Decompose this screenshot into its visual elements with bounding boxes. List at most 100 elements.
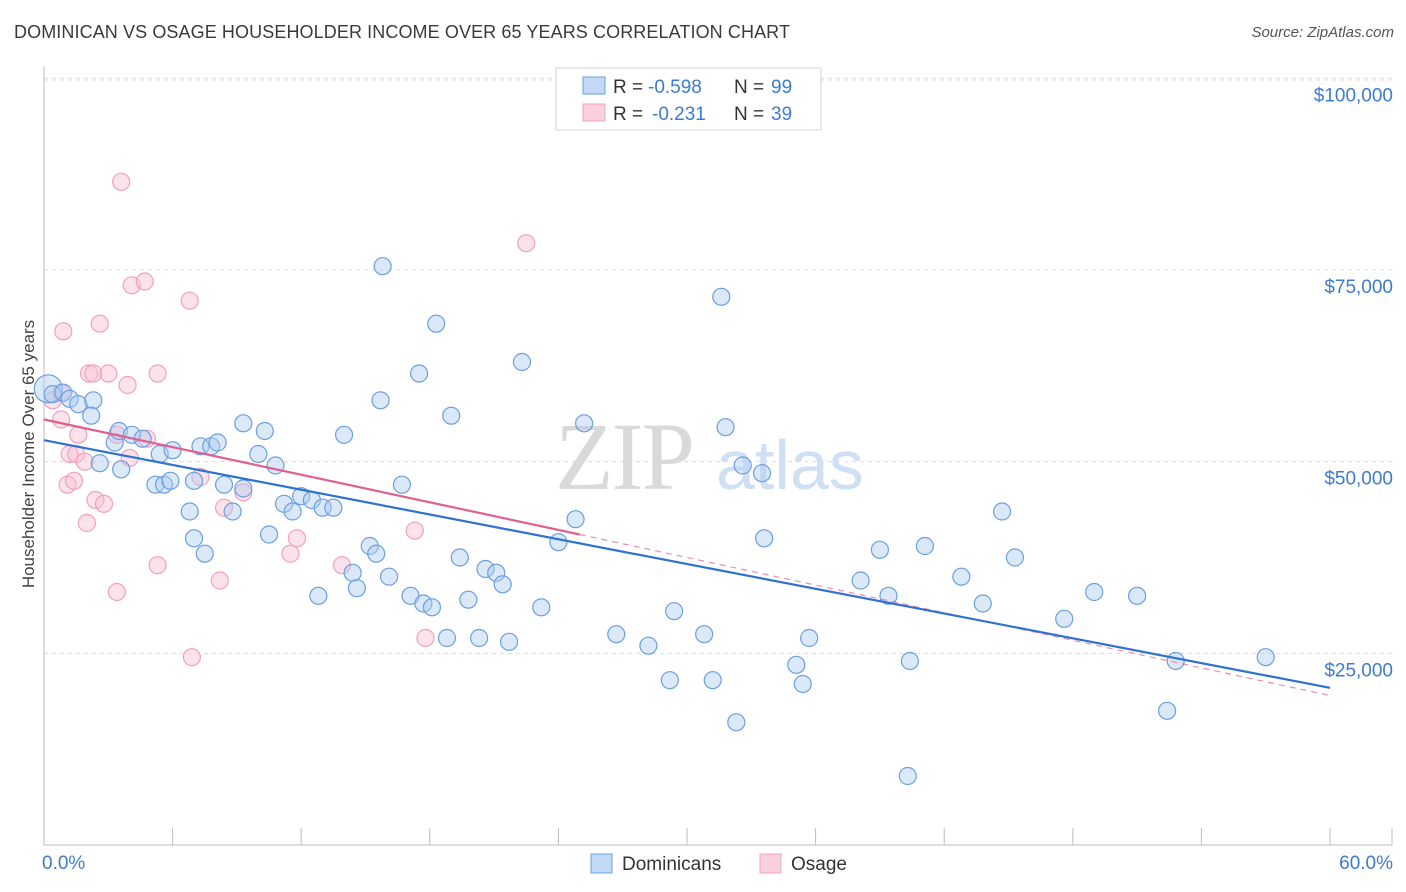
osage-point <box>90 314 109 333</box>
legend-r-value-osage: -0.231 <box>652 104 706 125</box>
dominicans-point <box>437 628 457 648</box>
y-tick-label: $100,000 <box>1314 85 1393 106</box>
dominicans-point <box>1256 648 1275 667</box>
dominicans-point <box>607 625 626 644</box>
dominicans-point <box>459 590 478 609</box>
series-legend-swatch-osage <box>759 853 782 874</box>
osage-point <box>210 571 229 590</box>
dominicans-point <box>184 471 204 490</box>
dominicans-point <box>180 502 199 521</box>
dominicans-point <box>60 389 79 408</box>
dominicans-point <box>450 548 469 567</box>
series-legend: Dominicans Osage <box>590 853 847 875</box>
osage-point <box>214 498 234 517</box>
osage-point <box>64 471 84 490</box>
legend-r-label-dominicans: R = <box>613 77 643 98</box>
dominicans-point <box>915 536 935 556</box>
osage-trend-extension <box>579 533 1331 697</box>
dominicans-point <box>752 464 772 483</box>
osage-point <box>182 648 201 667</box>
osage-point <box>75 452 94 471</box>
osage-point <box>180 291 199 310</box>
osage-point <box>99 364 118 383</box>
series-legend-label-dominicans: Dominicans <box>622 854 721 875</box>
watermark: ZIP atlas <box>555 403 864 510</box>
dominicans-point <box>493 575 512 594</box>
series-legend-swatch-dominicans <box>590 853 613 874</box>
dominicans-point <box>487 563 506 582</box>
dominicans-point <box>334 425 354 444</box>
dominicans-point <box>259 525 279 544</box>
dominicans-point <box>163 441 182 460</box>
dominicans-point <box>727 713 746 732</box>
dominicans-point <box>793 674 812 694</box>
tick-labels: $25,000 $50,000 $75,000 $100,000 0.0% 60.0% <box>42 85 1393 874</box>
dominicans-point <box>500 632 519 651</box>
legend-n-label-osage: N = <box>734 104 764 125</box>
osage-point <box>234 483 253 502</box>
dominicans-point <box>575 414 594 433</box>
osage-point <box>135 272 154 291</box>
dominicans-point <box>512 352 532 372</box>
dominicans-point <box>234 414 253 433</box>
dominicans-point <box>900 651 920 671</box>
dominicans-point <box>800 628 819 648</box>
legend-swatch-dominicans <box>582 76 606 95</box>
trend-lines <box>43 418 1331 697</box>
osage-point <box>112 172 131 191</box>
dominicans-point <box>549 533 568 552</box>
dominicans-point <box>161 471 180 490</box>
legend-n-value-osage: 39 <box>771 104 792 125</box>
dominicans-point <box>1055 609 1074 628</box>
dominicans-point <box>442 406 461 425</box>
dominicans-point <box>476 559 495 579</box>
osage-points <box>43 172 536 667</box>
chart-source: Source: ZipAtlas.com <box>1251 24 1394 41</box>
dominicans-point <box>469 628 489 648</box>
gridlines <box>44 77 1392 654</box>
dominicans-point <box>367 544 386 563</box>
axes <box>43 66 1393 846</box>
dominicans-points <box>33 257 1275 786</box>
dominicans-point <box>255 421 274 441</box>
dominicans-point <box>379 567 399 586</box>
dominicans-trend-line <box>43 439 1331 689</box>
osage-point <box>416 628 435 648</box>
dominicans-point <box>787 655 806 674</box>
dominicans-point <box>703 671 722 690</box>
y-tick-label: $75,000 <box>1324 277 1393 298</box>
dominicans-point <box>665 602 684 621</box>
dominicans-point <box>292 487 311 506</box>
dominicans-point <box>392 475 412 494</box>
dominicans-point <box>755 529 774 548</box>
dominicans-point <box>214 475 234 494</box>
dominicans-point <box>1005 548 1025 567</box>
osage-point <box>405 521 424 540</box>
dominicans-point <box>234 479 253 498</box>
dominicans-point <box>952 567 971 586</box>
dominicans-point <box>409 364 429 383</box>
dominicans-point <box>695 625 714 644</box>
osage-point <box>94 494 114 513</box>
dominicans-point <box>90 454 109 473</box>
dominicans-point <box>191 437 210 456</box>
chart-title: DOMINICAN VS OSAGE HOUSEHOLDER INCOME OV… <box>14 22 791 42</box>
dominicans-point <box>898 766 917 786</box>
dominicans-point <box>195 544 214 563</box>
dominicans-point <box>223 502 242 521</box>
svg-text:ZIP: ZIP <box>555 403 693 510</box>
legend-r-value-dominicans: -0.598 <box>648 77 702 98</box>
dominicans-point <box>427 314 446 333</box>
osage-point <box>86 490 105 510</box>
dominicans-point <box>347 579 367 598</box>
x-tick-label: 60.0% <box>1339 853 1393 874</box>
osage-point <box>148 364 167 383</box>
dominicans-point <box>712 287 731 306</box>
dominicans-point <box>973 594 992 613</box>
dominicans-point <box>324 498 343 517</box>
dominicans-point <box>309 586 328 605</box>
dominicans-point <box>566 510 585 529</box>
dominicans-point <box>716 418 735 437</box>
x-tick-label: 0.0% <box>42 853 85 874</box>
